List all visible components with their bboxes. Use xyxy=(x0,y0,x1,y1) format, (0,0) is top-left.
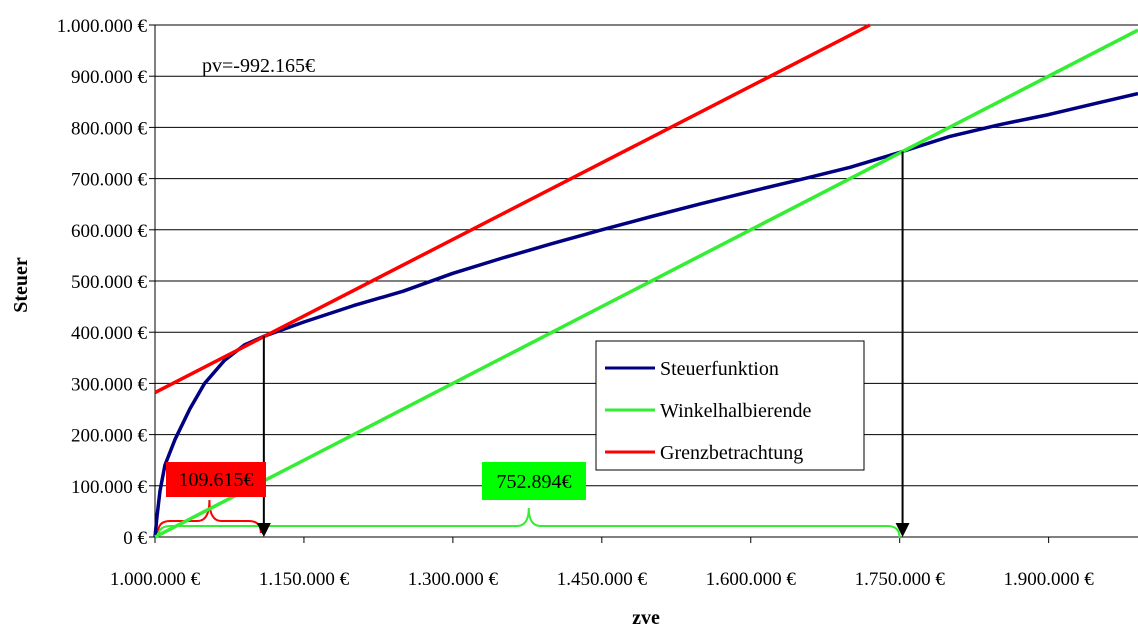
legend-label-grenzbetrachtung: Grenzbetrachtung xyxy=(660,442,803,464)
legend-label-steuerfunktion: Steuerfunktion xyxy=(660,358,779,380)
x-tick-label: 1.900.000 € xyxy=(1004,569,1095,590)
legend-label-winkelhalbierende: Winkelhalbierende xyxy=(660,400,811,422)
braces xyxy=(157,499,901,539)
x-tick-label: 1.750.000 € xyxy=(855,569,946,590)
x-axis-title: zve xyxy=(632,607,660,628)
series-line-grenzbetrachtung xyxy=(154,23,871,395)
annotation-pv: pv=-992.165€ xyxy=(202,55,315,77)
x-tick-label: 1.450.000 € xyxy=(557,569,648,590)
arrow-head xyxy=(256,523,271,537)
legend: Steuerfunktion Winkelhalbierende Grenzbe… xyxy=(595,340,865,471)
y-tick-label: 100.000 € xyxy=(71,477,148,498)
annotation-green-label: 752.894€ xyxy=(497,471,572,493)
x-tick-label: 1.000.000 € xyxy=(110,569,201,590)
brace-green xyxy=(157,507,901,539)
series-line-steuerfunktion xyxy=(153,91,1138,538)
series-lines xyxy=(153,23,1138,539)
legend-box xyxy=(595,340,865,471)
x-tick-label: 1.600.000 € xyxy=(706,569,797,590)
y-tick-label: 400.000 € xyxy=(71,323,148,344)
y-tick-label: 700.000 € xyxy=(71,170,148,191)
annotation-red-box xyxy=(166,462,266,497)
y-tick-label: 200.000 € xyxy=(71,426,148,447)
y-tick-label: 600.000 € xyxy=(71,221,148,242)
y-tick-label: 300.000 € xyxy=(71,374,148,395)
y-tick-label: 800.000 € xyxy=(71,118,148,139)
arrow-head xyxy=(895,523,910,537)
annotation-red-label: 109.615€ xyxy=(179,469,254,491)
x-tick-labels: 1.000.000 € 1.150.000 € 1.300.000 € 1.450.0… xyxy=(110,569,1094,590)
annotation-green-box xyxy=(482,462,586,500)
x-tick-label: 1.300.000 € xyxy=(408,569,499,590)
y-tick-labels: 0 € 100.000 € 200.000 € 300.000 € 400.000 € 5… xyxy=(57,16,148,549)
y-tick-label: 500.000 € xyxy=(71,272,148,293)
brace-red xyxy=(157,499,262,534)
y-tick-label: 0 € xyxy=(123,528,147,549)
y-tick-label: 1.000.000 € xyxy=(57,16,148,37)
x-tick-label: 1.150.000 € xyxy=(259,569,350,590)
y-tick-label: 900.000 € xyxy=(71,67,148,88)
y-axis-title: Steuer xyxy=(10,257,32,313)
series-line-winkelhalbierende xyxy=(154,28,1138,539)
